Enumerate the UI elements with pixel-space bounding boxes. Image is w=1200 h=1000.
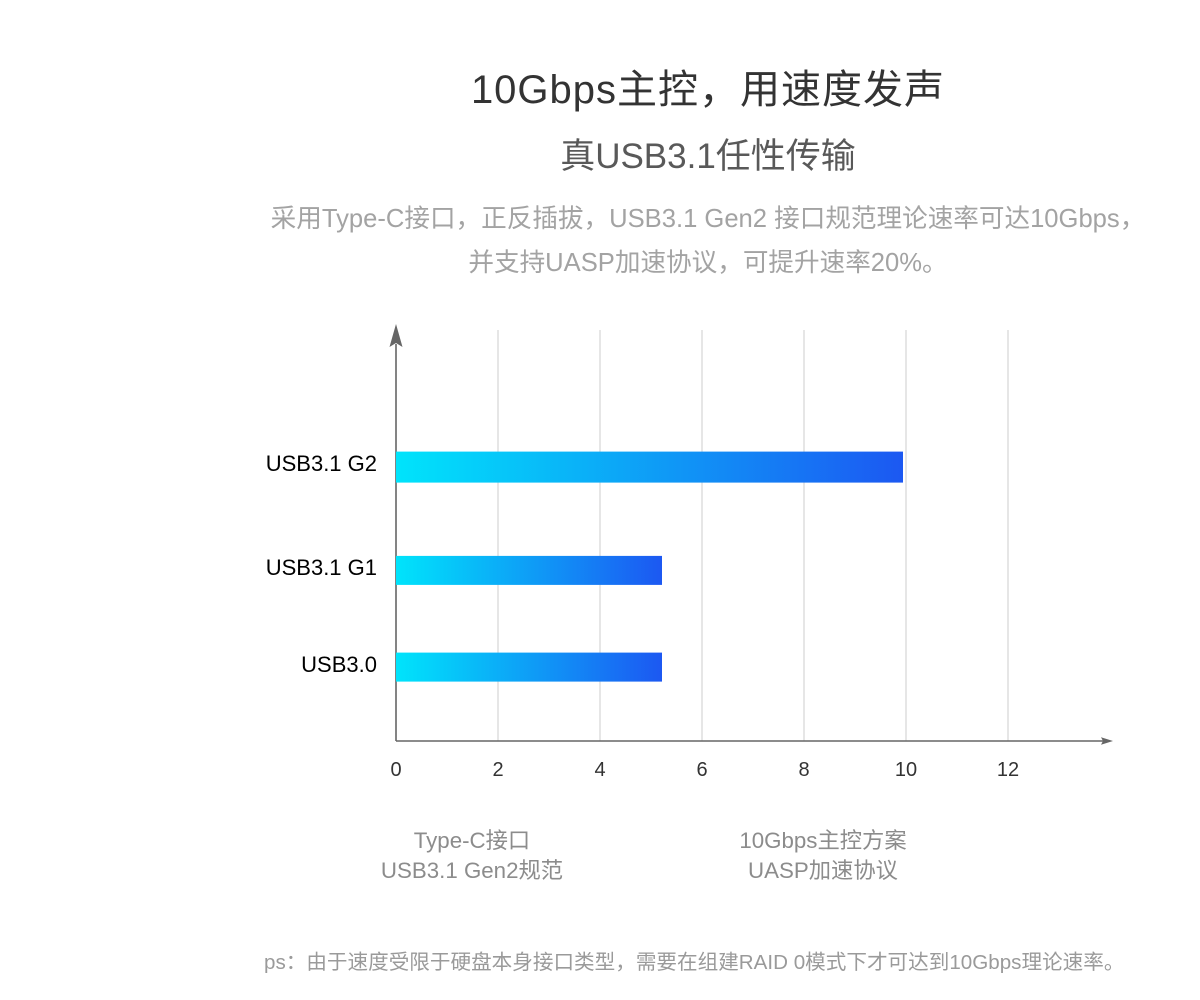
svg-text:4: 4 <box>594 759 605 781</box>
svg-text:2: 2 <box>492 759 503 781</box>
svg-text:6: 6 <box>696 759 707 781</box>
svg-text:12: 12 <box>997 759 1019 781</box>
svg-text:8: 8 <box>798 759 809 781</box>
svg-text:10: 10 <box>895 759 917 781</box>
svg-text:0: 0 <box>390 759 401 781</box>
